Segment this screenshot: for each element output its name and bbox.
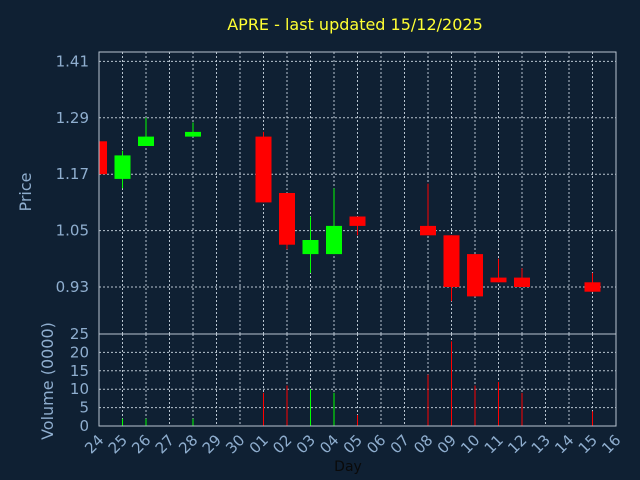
x-tick-labels: 2425262728293001020304050607080910111213… bbox=[81, 431, 624, 457]
volume-bars bbox=[122, 341, 593, 426]
volume-grid bbox=[98, 334, 617, 426]
x-tick-label: 30 bbox=[222, 431, 248, 457]
candle-body bbox=[279, 193, 295, 245]
x-tick-label: 07 bbox=[387, 431, 413, 457]
price-y-tick-labels: 1.41 1.29 1.17 1.05 0.93 bbox=[56, 52, 89, 296]
x-tick-label: 28 bbox=[175, 431, 201, 457]
x-tick-label: 24 bbox=[81, 431, 107, 457]
x-tick-label: 16 bbox=[598, 431, 624, 457]
price-y-tick-label: 0.93 bbox=[56, 278, 89, 296]
x-tick-label: 27 bbox=[152, 431, 178, 457]
candle-body bbox=[490, 277, 507, 283]
volume-y-tick-label: 5 bbox=[79, 399, 89, 417]
x-tick-label: 05 bbox=[340, 431, 366, 457]
price-candles bbox=[98, 117, 601, 302]
candle-body bbox=[185, 131, 201, 137]
x-tick-label: 02 bbox=[269, 431, 295, 457]
x-tick-label: 08 bbox=[410, 431, 436, 457]
candle-body bbox=[467, 254, 483, 297]
chart-title: APRE - last updated 15/12/2025 bbox=[227, 15, 483, 34]
price-grid bbox=[98, 52, 617, 334]
x-tick-label: 10 bbox=[457, 431, 483, 457]
x-tick-label: 15 bbox=[575, 431, 601, 457]
x-tick-label: 13 bbox=[528, 431, 554, 457]
candle-body bbox=[255, 136, 272, 203]
volume-y-tick-label: 15 bbox=[70, 362, 89, 380]
price-y-tick-label: 1.41 bbox=[56, 52, 89, 70]
candle-body bbox=[514, 277, 530, 287]
candle-body bbox=[302, 240, 319, 255]
candle-body bbox=[326, 225, 342, 255]
x-tick-label: 26 bbox=[128, 431, 154, 457]
volume-y-tick-label: 0 bbox=[79, 417, 89, 435]
x-tick-label: 12 bbox=[504, 431, 530, 457]
price-y-tick-label: 1.29 bbox=[56, 109, 89, 127]
price-y-tick-label: 1.05 bbox=[56, 222, 89, 240]
candle-body bbox=[349, 216, 366, 226]
candle-body bbox=[443, 235, 460, 287]
x-axis-label: Day bbox=[334, 459, 362, 475]
x-tick-label: 03 bbox=[293, 431, 319, 457]
x-tick-label: 11 bbox=[481, 431, 507, 457]
x-tick-label: 06 bbox=[363, 431, 389, 457]
x-tick-label: 25 bbox=[105, 431, 131, 457]
candle-body bbox=[114, 155, 131, 179]
candle-body bbox=[138, 136, 154, 146]
volume-y-tick-label: 25 bbox=[70, 325, 89, 343]
x-tick-label: 01 bbox=[246, 431, 272, 457]
volume-y-axis-label: Volume (0000) bbox=[38, 322, 57, 440]
x-tick-label: 09 bbox=[434, 431, 460, 457]
candle-body bbox=[99, 141, 107, 175]
x-tick-label: 04 bbox=[316, 431, 342, 457]
price-y-axis-label: Price bbox=[16, 172, 35, 211]
volume-panel-frame bbox=[98, 333, 617, 427]
volume-y-tick-label: 10 bbox=[70, 380, 89, 398]
volume-y-tick-label: 20 bbox=[70, 343, 89, 361]
candle-body bbox=[420, 225, 436, 236]
price-y-tick-label: 1.17 bbox=[56, 165, 89, 183]
x-tick-label: 14 bbox=[551, 431, 577, 457]
x-tick-label: 29 bbox=[199, 431, 225, 457]
candle-body bbox=[584, 282, 601, 292]
